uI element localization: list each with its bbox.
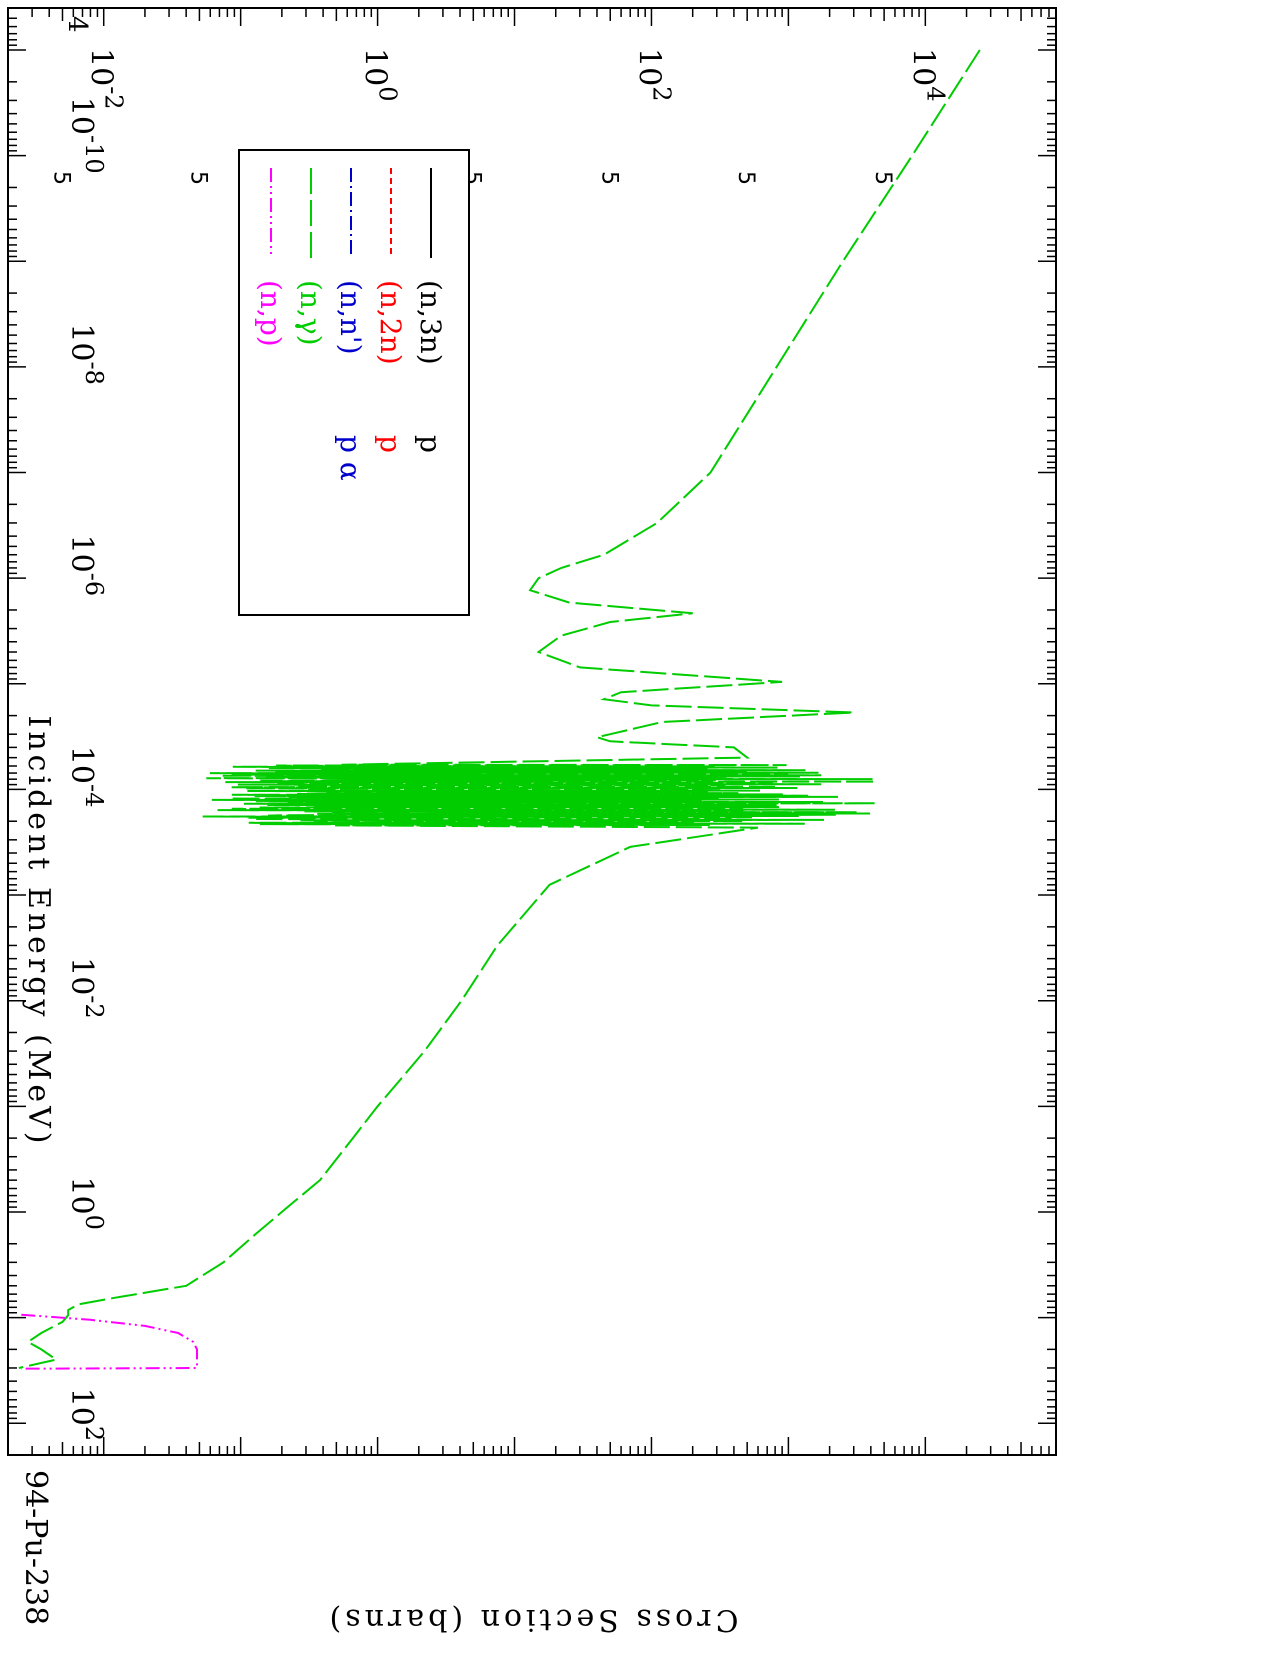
y-tick-exp: 2 (647, 86, 675, 101)
y-tick-exp: 4 (921, 86, 949, 101)
x-tick-label: 10-6 (64, 535, 108, 597)
legend-box (238, 149, 470, 616)
y-minor-label: 5 (185, 171, 210, 185)
legend-label: (n,3n) (414, 280, 447, 365)
x-tick-base: 10 (64, 1388, 99, 1426)
x-tick-label: 10-2 (64, 957, 108, 1019)
y-tick-base: 10 (358, 48, 393, 86)
legend-label: (n,p) (254, 280, 287, 347)
x-tick-label: 100 (64, 1176, 108, 1229)
x-tick-base: 10 (64, 957, 99, 995)
y-tick-label: 104 (905, 48, 949, 101)
x-tick-label: 10-10 (64, 97, 108, 174)
legend-label: (n,n') (334, 280, 367, 355)
y-minor-label: 5 (596, 171, 621, 185)
y-minor-label: 5 (870, 171, 895, 185)
x-tick-label: 10-8 (64, 323, 108, 385)
x-tick-exp: -2 (80, 995, 108, 1018)
y-tick-exp: 0 (374, 86, 402, 101)
plot-frame (7, 7, 1057, 1456)
x-tick-exp: -4 (80, 784, 108, 807)
x-tick-base: 10 (64, 535, 99, 573)
isotope-label: 94-Pu-238 (18, 1470, 53, 1625)
x-tick-exp: 2 (80, 1426, 108, 1441)
x-tick-label: 102 (64, 1388, 108, 1441)
series-line (21, 1313, 198, 1370)
series-group (18, 49, 981, 1370)
legend: (n,3n) p (n,2n) p (n,n') p α (n,γ)(n,p) (238, 149, 470, 616)
y-tick-label: 10-2 (84, 48, 128, 110)
y-tick-base: 10 (631, 48, 666, 86)
x-tick-base: 10 (64, 746, 99, 784)
legend-suffix: p α (334, 435, 367, 481)
y-tick-label: 100 (358, 48, 402, 101)
x-tick-label: 10-4 (64, 746, 108, 808)
y-tick-base: 10 (84, 48, 119, 86)
x-tick-base: 10 (64, 1176, 99, 1214)
legend-label: (n,γ) (294, 280, 327, 346)
y-minor-label: 5 (733, 171, 758, 185)
x-tick-base: 10 (64, 323, 99, 361)
y-axis-label: Cross Section (barns) (326, 1602, 739, 1637)
x-tick-base: 10 (64, 97, 99, 135)
x-tick-exp: -10 (80, 135, 108, 174)
x-axis-label: Incident Energy (MeV) (21, 716, 56, 1148)
series-line (18, 49, 981, 1369)
y-tick-label: 102 (631, 48, 675, 101)
x-tick-exp: 0 (80, 1215, 108, 1230)
y-minor-label: 5 (48, 171, 73, 185)
x-edge-label: 4 (62, 16, 92, 33)
legend-suffix: p (414, 435, 447, 453)
legend-label: (n,2n) (374, 280, 407, 365)
y-tick-base: 10 (905, 48, 940, 86)
x-tick-exp: -8 (80, 362, 108, 385)
tick-marks (7, 7, 1057, 1456)
x-tick-exp: -6 (80, 573, 108, 596)
y-tick-exp: -2 (100, 86, 128, 109)
legend-suffix: p (374, 435, 407, 453)
